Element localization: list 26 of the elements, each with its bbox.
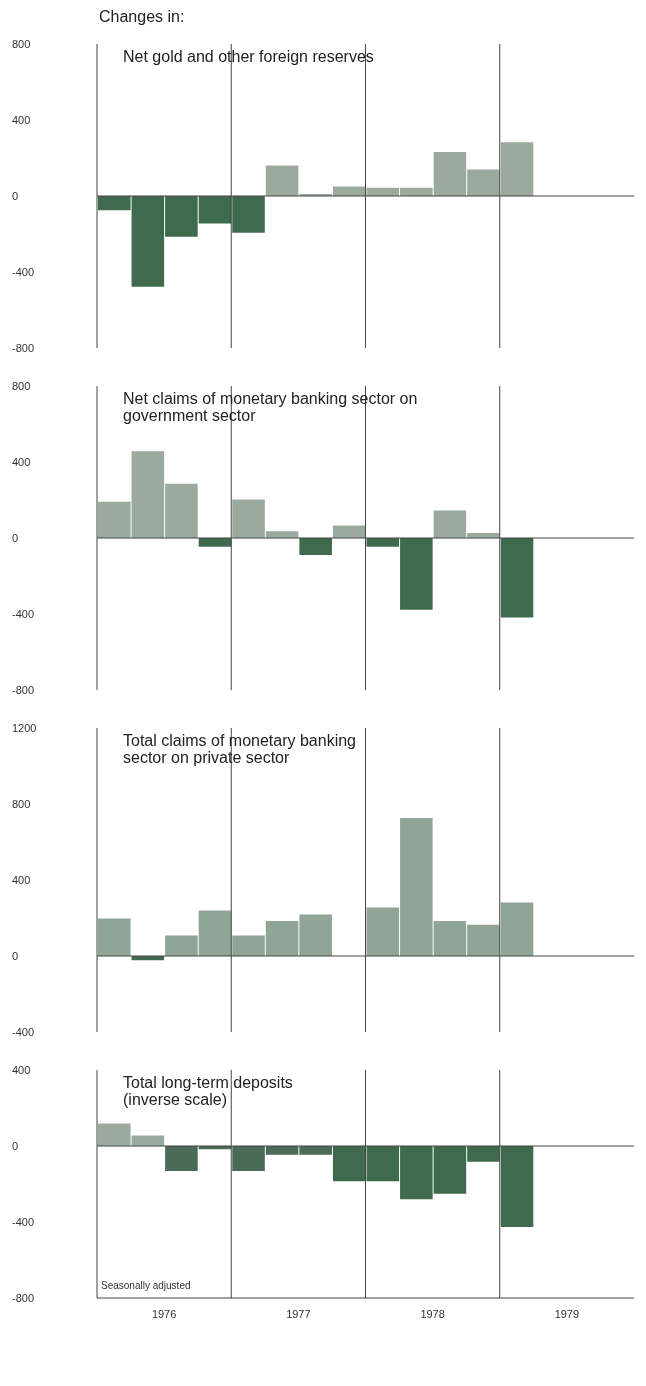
y-tick-label: 0 — [12, 950, 19, 962]
x-tick-label: 1977 — [286, 1308, 311, 1320]
y-tick-label: 400 — [12, 1064, 31, 1076]
y-tick-label: -800 — [12, 684, 35, 696]
y-tick-label: 400 — [12, 456, 31, 468]
y-tick-label: -400 — [12, 1216, 35, 1228]
y-tick-label: 1200 — [12, 722, 37, 734]
y-tick-label: 0 — [12, 190, 19, 202]
y-tick-label: 0 — [12, 1140, 19, 1152]
y-tick-label: 800 — [12, 38, 31, 50]
y-tick-label: -400 — [12, 608, 35, 620]
text: Total long-term deposits (inverse scale) — [123, 1074, 293, 1108]
y-tick-label: -800 — [12, 1292, 35, 1304]
chart-subtitle: Changes in: — [99, 8, 186, 27]
x-tick-label: 1978 — [420, 1308, 445, 1320]
x-tick-label: 1976 — [151, 1308, 177, 1320]
y-tick-label: -800 — [12, 342, 35, 354]
y-tick-label: 0 — [12, 532, 19, 544]
y-tick-label: -400 — [12, 266, 35, 278]
y-tick-label: 400 — [12, 874, 31, 886]
annotation: Seasonally adjusted — [101, 1280, 191, 1291]
y-tick-label: 800 — [12, 380, 31, 392]
y-tick-label: 400 — [12, 114, 31, 126]
y-tick-label: 800 — [12, 798, 31, 810]
x-tick-label: 1979 — [554, 1308, 580, 1320]
y-tick-label: -400 — [12, 1026, 35, 1038]
